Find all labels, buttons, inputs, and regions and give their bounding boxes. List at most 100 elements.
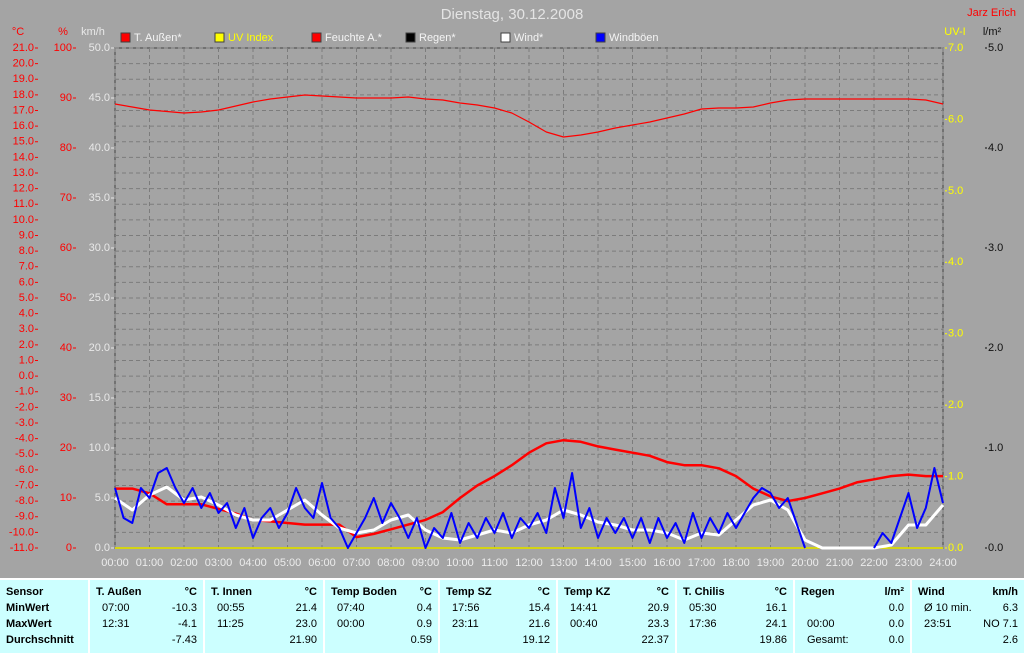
cell-value: 20.9 [647, 602, 669, 614]
column-unit: °C [304, 586, 317, 598]
cell-time: 00:00 [337, 618, 365, 630]
x-tick-label: 08:00 [377, 557, 405, 569]
x-tick-label: 15:00 [619, 557, 647, 569]
y-tick-label: -5.0 [15, 448, 34, 460]
column-header: Regen [801, 586, 835, 598]
cell-value: 21.90 [289, 634, 317, 646]
y-tick-label: 70 [60, 192, 72, 204]
y-tick-label: 0.0 [988, 542, 1003, 554]
y-tick-label: 2.0 [948, 399, 963, 411]
legend-swatch [595, 32, 606, 43]
cell-time: 00:40 [570, 618, 598, 630]
y-tick-label: 50.0 [89, 42, 110, 54]
y-tick-label: 4.0 [19, 308, 34, 320]
x-tick-label: 05:00 [274, 557, 302, 569]
y-tick-label: 0.0 [948, 542, 963, 554]
column-header: Temp Boden [331, 586, 397, 598]
column-header: Wind [918, 586, 945, 598]
x-tick-label: 17:00 [688, 557, 716, 569]
table-column: T. Außen °C 07:00 -10.3 12:31 -4.1 -7.43 [90, 580, 205, 653]
axis-title: °C [12, 26, 24, 38]
y-tick-label: 11.0 [13, 198, 34, 210]
y-tick-label: 10 [60, 492, 72, 504]
cell-time: 07:40 [337, 602, 365, 614]
x-tick-label: 23:00 [895, 557, 923, 569]
y-tick-label: 14.0 [13, 151, 34, 163]
cell-time: 11:25 [217, 618, 244, 630]
y-tick-label: 8.0 [19, 245, 34, 257]
y-tick-label: -6.0 [15, 464, 34, 476]
y-tick-label: 1.0 [948, 470, 963, 482]
y-tick-label: -4.0 [15, 433, 34, 445]
summary-table: Sensor MinWert MaxWert Durchschnitt T. Außen… [0, 578, 1024, 653]
legend-label: Regen* [419, 32, 456, 44]
cell-value: 0.9 [416, 618, 432, 630]
column-unit: °C [656, 586, 669, 598]
x-tick-label: 03:00 [205, 557, 233, 569]
legend-label: Feuchte A.* [325, 32, 383, 44]
cell-time: 23:51 [924, 618, 952, 630]
table-column: Temp KZ °C 14:41 20.9 00:40 23.3 22.37 [558, 580, 677, 653]
cell-time: Ø 10 min. [924, 602, 972, 614]
table-column: T. Innen °C 00:55 21.4 11:25 23.0 21.90 [205, 580, 325, 653]
axis-title: UV-I [944, 26, 965, 38]
y-tick-label: -2.0 [15, 401, 34, 413]
y-tick-label: 10.0 [13, 214, 34, 226]
y-tick-label: 40.0 [89, 142, 110, 154]
y-tick-label: 50 [60, 292, 72, 304]
y-tick-label: 17.0 [13, 104, 34, 116]
y-tick-label: 16.0 [13, 120, 34, 132]
y-tick-label: 2.0 [19, 339, 34, 351]
column-unit: °C [537, 586, 550, 598]
y-tick-label: 60 [60, 242, 72, 254]
cell-value: -10.3 [171, 602, 197, 614]
table-column: Sensor MinWert MaxWert Durchschnitt [0, 580, 90, 653]
y-tick-label: -9.0 [15, 511, 34, 523]
cell-value: 0.0 [888, 618, 904, 630]
column-unit: °C [774, 586, 787, 598]
y-tick-label: 5.0 [948, 185, 963, 197]
y-tick-label: 15.0 [13, 136, 34, 148]
y-tick-label: 1.0 [19, 354, 34, 366]
cell-value: 19.86 [759, 634, 787, 646]
y-tick-label: 3.0 [19, 323, 34, 335]
y-tick-label: 0.0 [95, 542, 110, 554]
y-tick-label: 3.0 [988, 242, 1003, 254]
y-tick-label: 4.0 [948, 256, 963, 268]
axis-title: l/m² [983, 26, 1002, 38]
cell-value: 16.1 [765, 602, 787, 614]
y-tick-label: 100 [54, 42, 72, 54]
x-tick-label: 18:00 [722, 557, 750, 569]
y-tick-label: 0 [66, 542, 72, 554]
cell-value: 22.37 [641, 634, 669, 646]
legend-swatch [120, 32, 131, 43]
y-tick-label: 20.0 [13, 58, 34, 70]
legend-swatch [311, 32, 322, 43]
y-tick-label: 3.0 [948, 328, 963, 340]
cell-time: 07:00 [102, 602, 130, 614]
cell-value: 0.59 [410, 634, 432, 646]
x-tick-label: 21:00 [826, 557, 854, 569]
chart-title: Dienstag, 30.12.2008 [441, 6, 584, 23]
cell-value: 0.4 [416, 602, 432, 614]
y-tick-label: 9.0 [19, 229, 34, 241]
x-tick-label: 01:00 [136, 557, 164, 569]
legend-label: UV Index [228, 32, 274, 44]
y-tick-label: -7.0 [15, 479, 34, 491]
y-tick-label: 80 [60, 142, 72, 154]
row-label: Sensor [6, 586, 44, 598]
y-tick-label: 2.0 [988, 342, 1003, 354]
y-tick-label: 25.0 [89, 292, 110, 304]
y-tick-label: 20 [60, 442, 72, 454]
y-tick-label: 13.0 [13, 167, 34, 179]
y-tick-label: 20.0 [89, 342, 110, 354]
x-tick-label: 13:00 [550, 557, 578, 569]
y-tick-label: 40 [60, 342, 72, 354]
y-tick-label: 7.0 [19, 261, 34, 273]
table-column: Regen l/m² 0.0 00:00 0.0 Gesamt: 0.0 [795, 580, 912, 653]
y-tick-label: 6.0 [19, 276, 34, 288]
y-tick-label: 90 [60, 92, 72, 104]
y-tick-label: 18.0 [13, 89, 34, 101]
axis-title: km/h [81, 26, 105, 38]
